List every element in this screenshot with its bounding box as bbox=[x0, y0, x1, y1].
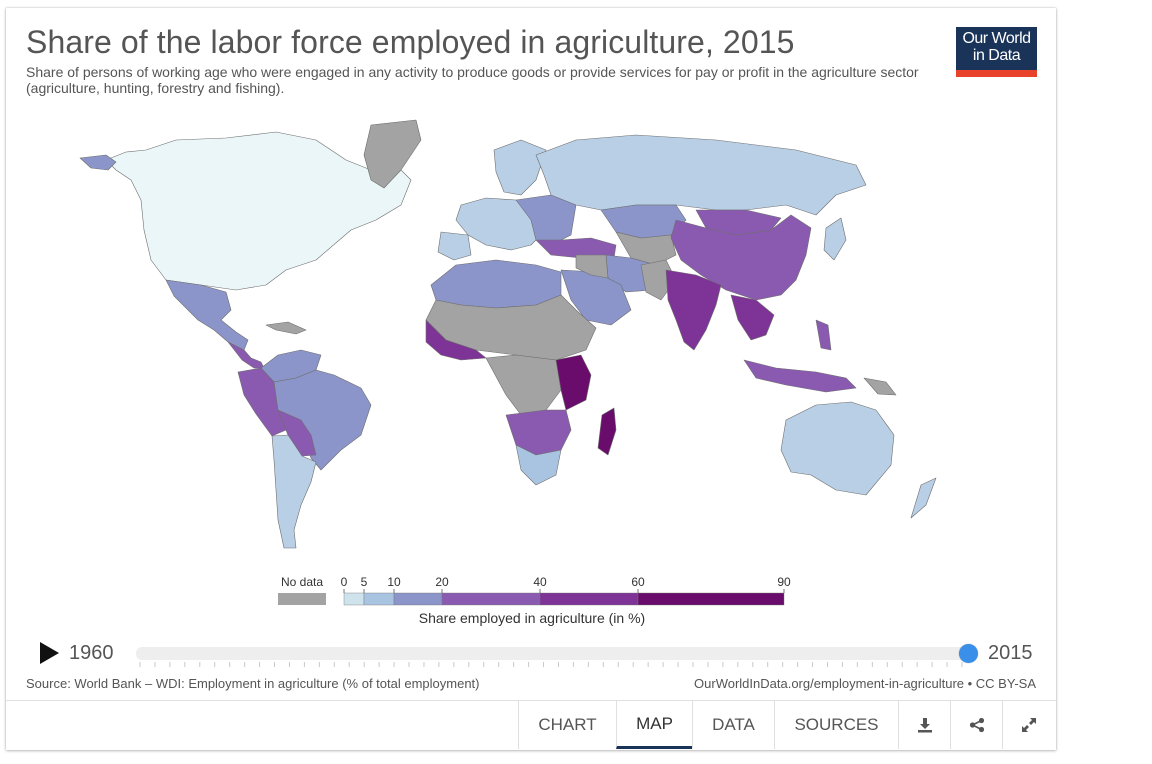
region-scandinavia[interactable] bbox=[493, 139, 547, 196]
region-iberia[interactable] bbox=[437, 231, 472, 261]
region-iraq-syria[interactable] bbox=[575, 254, 609, 279]
region-japan[interactable] bbox=[823, 217, 847, 261]
tab-map[interactable]: MAP bbox=[616, 701, 692, 749]
region-india[interactable] bbox=[665, 269, 722, 351]
region-australia[interactable] bbox=[780, 401, 895, 496]
region-central-america[interactable] bbox=[227, 341, 265, 369]
region-balkans-turkey[interactable] bbox=[535, 237, 617, 259]
legend-bin-2 bbox=[393, 592, 443, 606]
tab-chart[interactable]: CHART bbox=[518, 701, 616, 749]
legend-no-data-label: No data bbox=[281, 575, 323, 589]
legend-tick-label-end: 90 bbox=[777, 575, 791, 589]
region-caribbean[interactable] bbox=[265, 321, 307, 335]
tab-map-label: MAP bbox=[636, 713, 673, 733]
tab-sources-label: SOURCES bbox=[794, 715, 879, 734]
legend-bin-4 bbox=[539, 592, 639, 606]
region-south-africa[interactable] bbox=[515, 444, 562, 486]
expand-icon bbox=[1021, 718, 1036, 732]
region-canada-usa[interactable] bbox=[105, 131, 412, 291]
legend-tick-label-5: 60 bbox=[631, 575, 645, 589]
play-icon[interactable] bbox=[38, 641, 60, 665]
share-button[interactable] bbox=[950, 701, 1002, 749]
region-western-europe[interactable] bbox=[455, 197, 547, 251]
region-west-africa[interactable] bbox=[425, 319, 487, 361]
chart-card: Share of the labor force employed in agr… bbox=[6, 8, 1056, 750]
legend-bin-5 bbox=[637, 592, 785, 606]
tab-chart-label: CHART bbox=[538, 715, 597, 734]
legend-bin-0 bbox=[343, 592, 365, 606]
expand-button[interactable] bbox=[1002, 701, 1054, 749]
download-icon bbox=[917, 718, 932, 733]
tab-data[interactable]: DATA bbox=[692, 701, 774, 749]
region-philippines[interactable] bbox=[815, 319, 832, 351]
legend-tick-label-0: 0 bbox=[341, 575, 348, 589]
timeline-track[interactable] bbox=[136, 647, 966, 660]
chart-title: Share of the labor force employed in agr… bbox=[26, 24, 795, 60]
tab-sources[interactable]: SOURCES bbox=[774, 701, 898, 749]
region-china[interactable] bbox=[670, 214, 812, 301]
region-east-africa[interactable] bbox=[555, 354, 592, 411]
source-note[interactable]: Source: World Bank – WDI: Employment in … bbox=[26, 676, 480, 691]
region-madagascar[interactable] bbox=[597, 407, 617, 456]
region-russia[interactable] bbox=[535, 134, 867, 216]
region-central-africa[interactable] bbox=[485, 354, 562, 416]
footer-divider bbox=[6, 700, 1056, 701]
logo-line-2: in Data bbox=[972, 47, 1021, 64]
world-map bbox=[79, 119, 937, 549]
owid-logo[interactable]: Our World in Data bbox=[956, 27, 1037, 77]
region-indochina[interactable] bbox=[730, 294, 775, 341]
timeline-handle[interactable] bbox=[959, 644, 978, 663]
region-alaska[interactable] bbox=[79, 154, 117, 171]
download-button[interactable] bbox=[898, 701, 950, 749]
timeline-start-year: 1960 bbox=[69, 642, 114, 664]
legend-tick-label-3: 20 bbox=[435, 575, 449, 589]
legend-tick-label-4: 40 bbox=[533, 575, 547, 589]
timeline-end-year: 2015 bbox=[988, 642, 1033, 664]
legend-title: Share employed in agriculture (in %) bbox=[419, 610, 645, 626]
region-indonesia[interactable] bbox=[743, 359, 857, 393]
legend-tick-label-2: 10 bbox=[387, 575, 401, 589]
region-chile-argentina[interactable] bbox=[271, 434, 317, 549]
region-north-africa[interactable] bbox=[430, 259, 562, 309]
tab-bar: CHART MAP DATA SOURCES bbox=[518, 701, 1054, 749]
chart-subtitle: Share of persons of working age who were… bbox=[26, 64, 919, 96]
legend-bin-3 bbox=[441, 592, 541, 606]
share-icon bbox=[969, 717, 984, 733]
region-greenland[interactable] bbox=[363, 119, 422, 189]
legend-tick-label-1: 5 bbox=[361, 575, 368, 589]
logo-accent-bar bbox=[956, 70, 1037, 77]
region-new-zealand[interactable] bbox=[910, 477, 937, 519]
logo-line-1: Our World bbox=[962, 30, 1031, 47]
legend-bin-1 bbox=[363, 592, 395, 606]
tab-data-label: DATA bbox=[712, 715, 755, 734]
region-png[interactable] bbox=[863, 377, 897, 396]
region-mexico[interactable] bbox=[165, 279, 249, 351]
license-link[interactable]: OurWorldInData.org/employment-in-agricul… bbox=[694, 676, 1036, 691]
region-southern-africa[interactable] bbox=[505, 409, 572, 456]
legend-no-data-swatch bbox=[278, 593, 326, 605]
